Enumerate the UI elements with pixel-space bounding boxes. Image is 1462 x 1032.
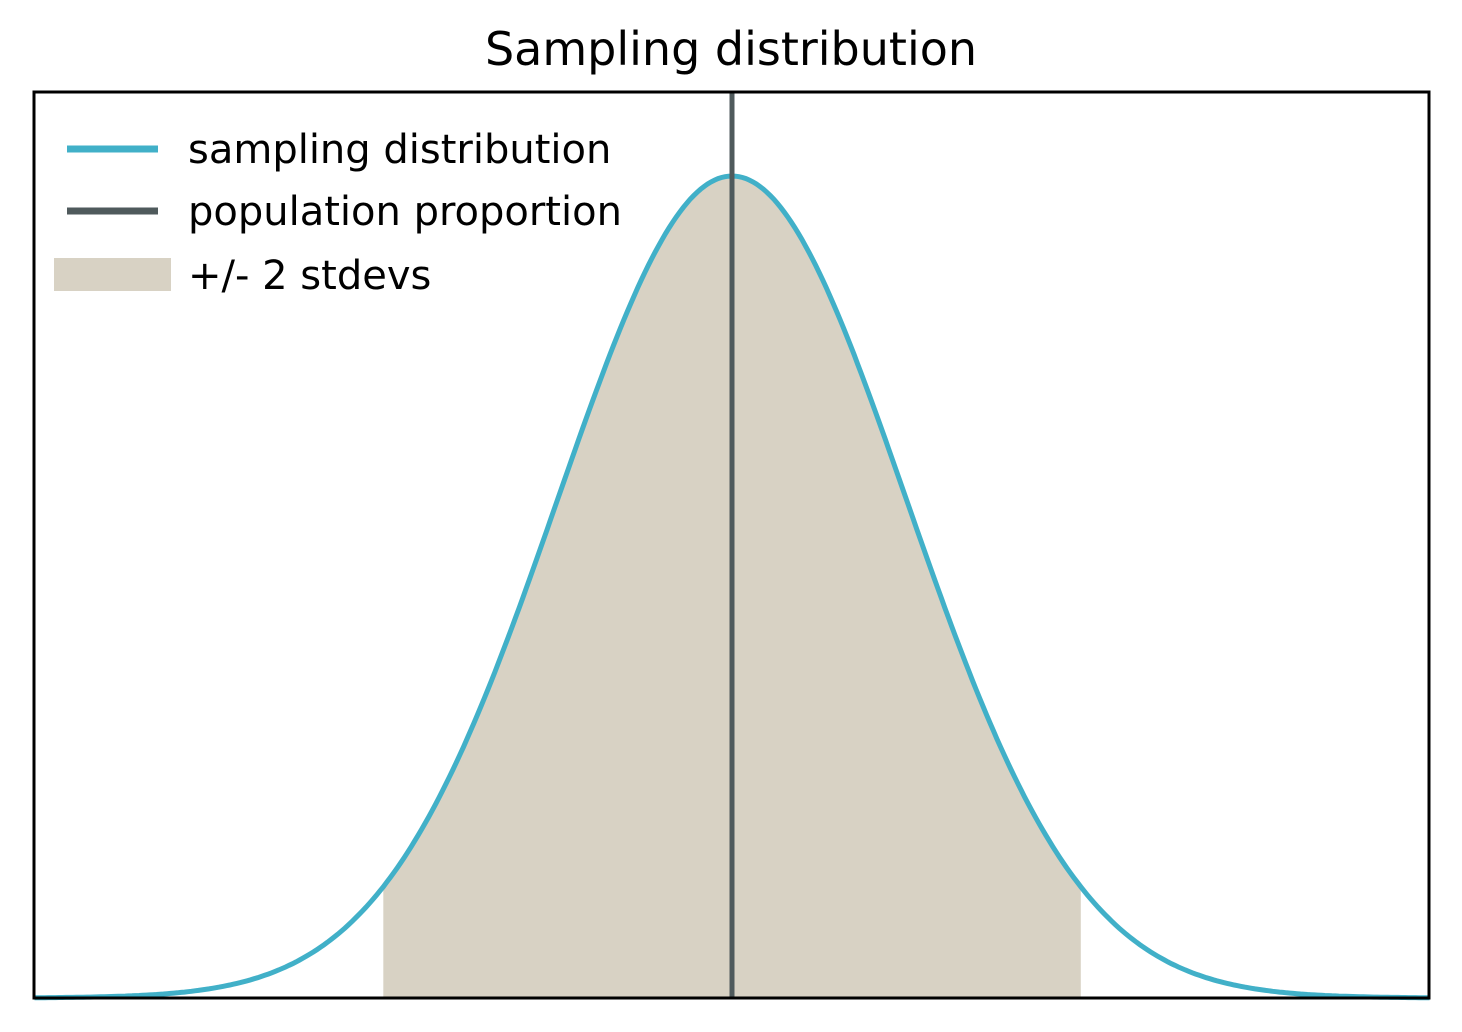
legend-label-two-stdevs: +/- 2 stdevs — [188, 253, 432, 299]
chart-title: Sampling distribution — [484, 22, 978, 76]
legend-label-sampling-distribution: sampling distribution — [188, 127, 612, 173]
axes-frame — [32, 90, 1431, 1000]
legend-label-population-proportion: population proportion — [188, 189, 622, 235]
legend-swatch-two-stdevs — [54, 258, 171, 291]
